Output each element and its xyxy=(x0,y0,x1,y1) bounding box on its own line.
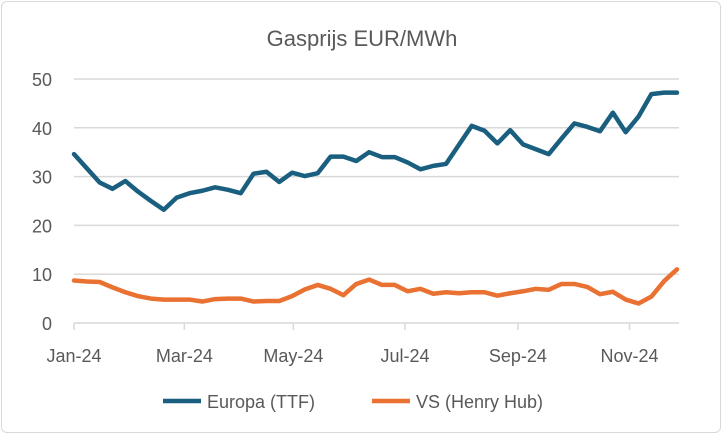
legend-label: VS (Henry Hub) xyxy=(416,392,543,412)
x-tick-label: Nov-24 xyxy=(601,346,659,366)
y-tick-label: 30 xyxy=(32,168,52,188)
x-tick-label: Sep-24 xyxy=(489,346,547,366)
series-line-vs-henry-hub xyxy=(71,267,680,306)
y-tick-label: 20 xyxy=(32,216,52,236)
y-tick-label: 40 xyxy=(32,119,52,139)
x-tick-label: Jan-24 xyxy=(46,346,101,366)
x-tick-label: May-24 xyxy=(263,346,323,366)
chart-title: Gasprijs EUR/MWh xyxy=(267,26,458,51)
x-tick-label: Jul-24 xyxy=(380,346,429,366)
y-tick-label: 0 xyxy=(42,314,52,334)
y-tick-label: 50 xyxy=(32,70,52,90)
legend-label: Europa (TTF) xyxy=(207,392,315,412)
x-tick-label: Mar-24 xyxy=(156,346,213,366)
series-line-europa-ttf xyxy=(71,90,680,213)
y-tick-label: 10 xyxy=(32,265,52,285)
